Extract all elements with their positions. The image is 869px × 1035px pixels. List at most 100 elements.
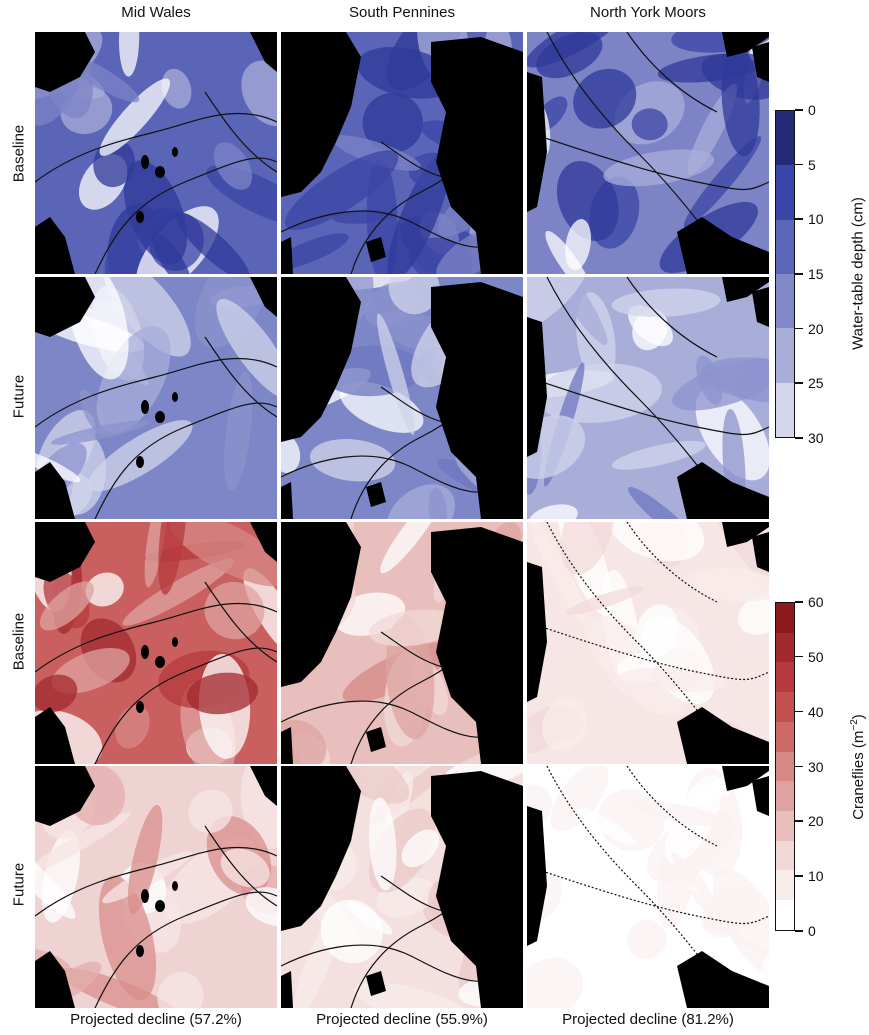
map-region (245, 887, 277, 927)
land-mask (35, 766, 277, 1008)
map-region (169, 522, 277, 587)
map-region (161, 68, 192, 109)
water-table-tick-label: 0 (808, 102, 816, 118)
map-panel-south-pennines-water-future (281, 277, 523, 519)
cranefly-tick (795, 765, 803, 767)
land-mask (35, 277, 277, 519)
colorbar-segment (776, 751, 794, 782)
map-region (626, 919, 667, 960)
land-mask (527, 522, 769, 764)
stream-network (35, 825, 277, 1008)
map-svg (35, 522, 277, 764)
map-region (611, 288, 721, 317)
map-region (737, 594, 769, 635)
cranefly-tick-label: 50 (808, 648, 824, 665)
cranefly-tick-label: 20 (808, 813, 824, 830)
water-table-tick-label: 20 (808, 320, 824, 337)
water-table-tick (795, 218, 803, 220)
land-mask (35, 522, 277, 764)
map-region (550, 766, 609, 832)
map-svg (35, 766, 277, 1008)
map-svg (527, 277, 769, 519)
water-table-tick (795, 382, 803, 384)
map-svg (527, 32, 769, 274)
map-region (213, 142, 253, 190)
land-mask (527, 277, 769, 519)
colorbar-segment (776, 870, 794, 901)
map-region (216, 298, 277, 400)
map-svg (281, 522, 523, 764)
map-region (573, 68, 637, 129)
map-region (401, 829, 440, 868)
cranefly-colorbar-title: Craneflies (m−2) (849, 617, 867, 917)
map-region (560, 522, 615, 575)
land-mask (281, 522, 523, 764)
colorbar-segment (776, 721, 794, 752)
colorbar-segment (776, 662, 794, 693)
map-region (628, 486, 701, 519)
map-region (220, 848, 270, 888)
row-label-crane-future: Future (10, 862, 28, 907)
map-region (96, 326, 171, 434)
map-region (35, 812, 131, 876)
map-svg (35, 32, 277, 274)
map-region (380, 522, 445, 574)
colorbar-segment (776, 900, 794, 930)
map-region (620, 667, 726, 692)
map-region (565, 586, 644, 615)
map-region (368, 609, 457, 647)
map-region (122, 558, 235, 626)
map-panel-north-york-moors-water-future (527, 277, 769, 519)
colorbar-segment (776, 692, 794, 722)
stream-network (35, 336, 277, 519)
land-mask (527, 32, 769, 274)
map-region (243, 568, 277, 657)
map-region (760, 953, 769, 988)
land-mask (281, 32, 523, 274)
cranefly-tick (795, 710, 803, 713)
map-region (284, 150, 399, 231)
cranefly-title-main: Craneflies (m (850, 730, 867, 820)
map-region (307, 766, 410, 804)
map-panel-north-york-moors-crane-baseline (527, 522, 769, 764)
cranefly-title-end: ) (850, 714, 867, 720)
stream-network (35, 91, 277, 274)
map-region (632, 308, 668, 351)
map-region (224, 371, 253, 491)
land-mask (281, 277, 523, 519)
map-panel-north-york-moors-water-baseline (527, 32, 769, 274)
cranefly-tick-label: 30 (808, 758, 824, 775)
colorbar-segment (776, 219, 794, 274)
map-region (85, 572, 124, 607)
colorbar-segment (776, 781, 794, 812)
map-region (157, 971, 204, 1008)
map-region (527, 957, 584, 1008)
map-region (635, 604, 678, 659)
cranefly-tick-label: 0 (808, 923, 816, 939)
map-panel-south-pennines-crane-future (281, 766, 523, 1008)
cranefly-tick (795, 655, 803, 658)
map-region (565, 219, 591, 271)
map-panel-mid-wales-water-baseline (35, 32, 277, 274)
colorbar-segment (776, 603, 794, 633)
map-svg (281, 32, 523, 274)
land-mask (35, 32, 277, 274)
land-mask (527, 766, 769, 1008)
map-panel-mid-wales-crane-future (35, 766, 277, 1008)
map-region (670, 852, 712, 898)
cranefly-colorbar (775, 602, 795, 931)
cranefly-title-sup: −2 (849, 719, 860, 731)
map-region (609, 522, 705, 562)
map-region (102, 277, 191, 357)
cranefly-tick (795, 875, 803, 877)
map-region (281, 434, 301, 473)
map-svg (527, 522, 769, 764)
column-title-mid-wales: Mid Wales (121, 4, 191, 21)
map-region (186, 672, 259, 715)
colorbar-segment (776, 840, 794, 871)
map-region (35, 674, 78, 713)
cranefly-tick-label: 40 (808, 703, 824, 720)
water-table-tick (795, 437, 803, 439)
map-region (528, 504, 578, 519)
colorbar-segment (776, 382, 794, 437)
